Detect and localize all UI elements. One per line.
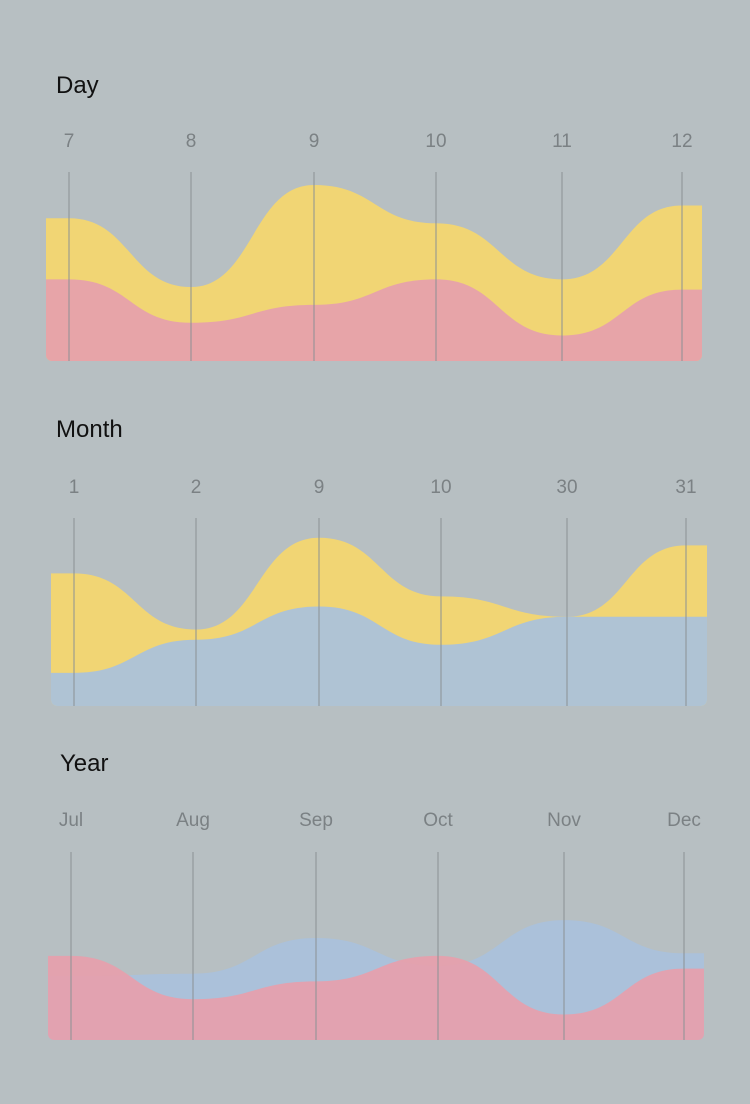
x-tick-label: Oct (423, 810, 453, 831)
x-tick-label: Nov (547, 810, 581, 831)
x-tick-label: 31 (675, 477, 697, 498)
chart-plot-month (51, 518, 707, 706)
x-tick-label: 7 (63, 131, 75, 152)
x-tick-label: 2 (190, 477, 202, 498)
x-tick-label: 8 (185, 131, 197, 152)
x-tick-label: Sep (299, 810, 333, 831)
chart-panel-day: Day 7 8 9 10 11 12 (0, 0, 750, 380)
x-tick-label: 10 (430, 477, 452, 498)
series-area-pink (48, 955, 704, 1040)
chart-title: Year (60, 750, 109, 777)
chart-plot-day (46, 172, 702, 361)
x-tick-label: 10 (425, 131, 447, 152)
series-area-pink (46, 279, 702, 361)
x-tick-label: Dec (667, 810, 701, 831)
x-tick-label: 1 (68, 477, 80, 498)
series-area-blue (51, 606, 707, 706)
x-tick-label: 9 (308, 131, 320, 152)
chart-title: Day (56, 72, 99, 99)
x-axis-ticks: Jul Aug Sep Oct Nov Dec (0, 810, 750, 840)
x-axis-ticks: 1 2 9 10 30 31 (0, 477, 750, 507)
x-tick-label: 30 (556, 477, 578, 498)
x-tick-label: 9 (313, 477, 325, 498)
x-tick-label: 11 (552, 131, 572, 152)
chart-panel-month: Month 1 2 9 10 30 31 (0, 416, 750, 706)
chart-title: Month (56, 416, 123, 443)
x-tick-label: 12 (671, 131, 693, 152)
x-axis-ticks: 7 8 9 10 11 12 (0, 131, 750, 161)
x-tick-label: Aug (176, 810, 210, 831)
x-tick-label: Jul (58, 810, 84, 831)
